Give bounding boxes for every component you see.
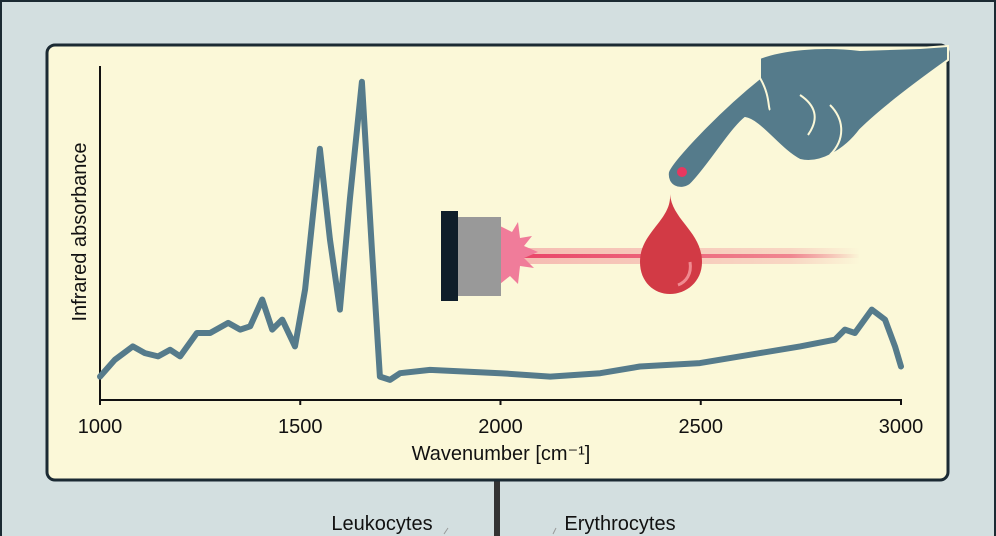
- finger: [666, 44, 949, 189]
- y-axis-label: Infrared absorbance: [69, 142, 91, 321]
- illustration: [441, 44, 949, 301]
- x-tick-label: 2500: [679, 416, 724, 438]
- laser-burst: [500, 222, 538, 284]
- annotation: Erythrocytes: [564, 513, 675, 535]
- x-tick-label: 1000: [78, 416, 123, 438]
- spectrum-line: [97, 78, 904, 383]
- laser-body: [458, 217, 501, 296]
- x-tick-label: 1500: [278, 416, 323, 438]
- x-tick-label: 3000: [879, 416, 924, 438]
- drop-highlight: [677, 261, 692, 287]
- fingertip-dot: [677, 167, 687, 177]
- finger-lines: [759, 77, 843, 156]
- annotation: Leukocytes: [331, 513, 432, 535]
- laser-plate: [441, 211, 458, 301]
- x-axis-label: Wavenumber [cm⁻¹]: [412, 443, 591, 465]
- x-tick-label: 2000: [478, 416, 523, 438]
- blood-drop: [640, 194, 702, 294]
- pointer: [552, 527, 557, 535]
- pointer: [443, 527, 449, 535]
